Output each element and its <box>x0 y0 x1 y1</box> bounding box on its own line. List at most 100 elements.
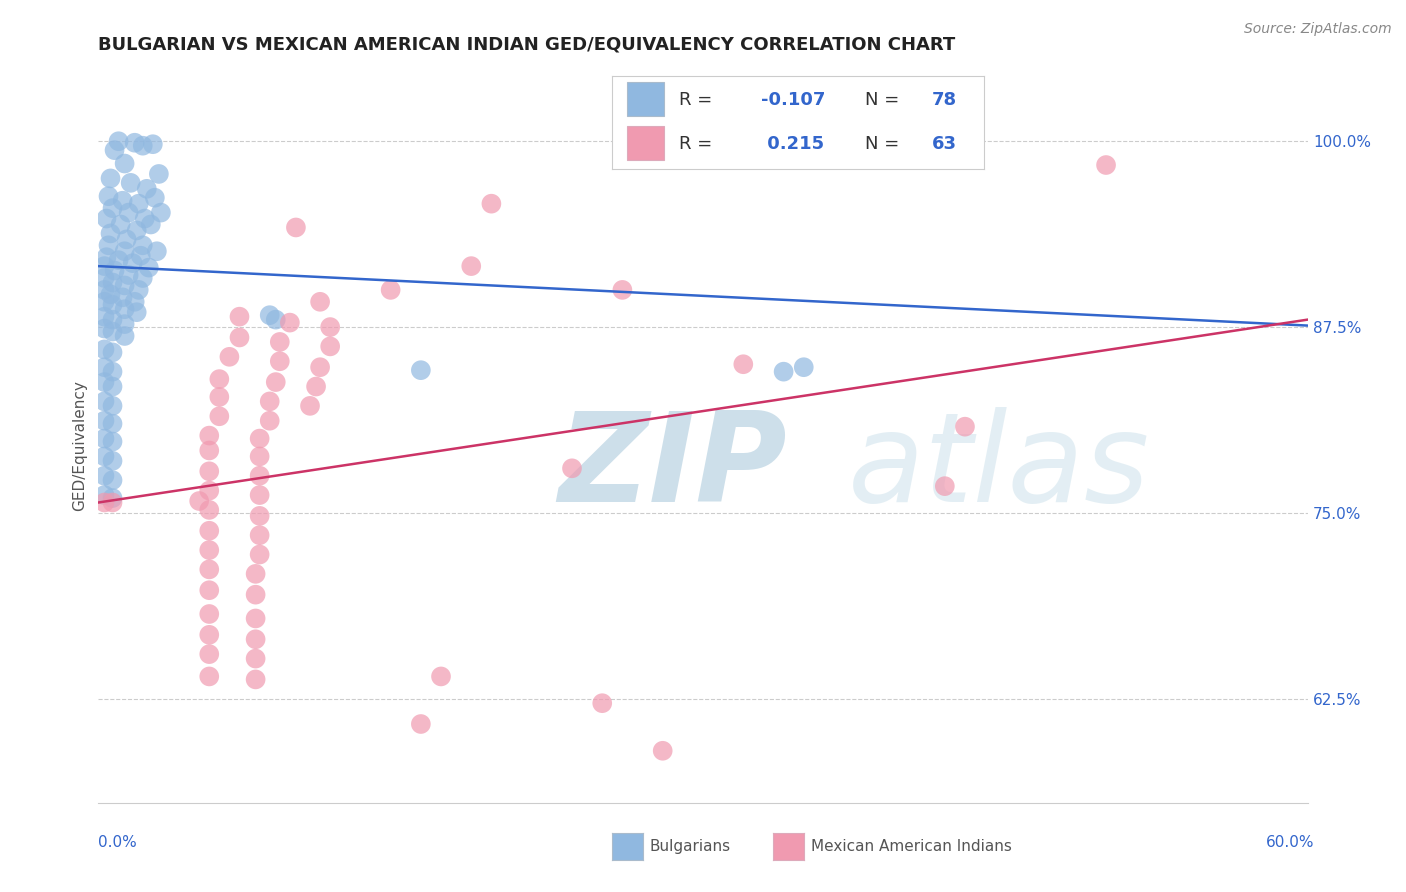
Point <box>305 379 328 393</box>
Point <box>651 744 673 758</box>
Point <box>101 365 124 379</box>
Text: -0.107: -0.107 <box>761 91 825 109</box>
Point <box>319 320 342 334</box>
Point <box>111 194 134 208</box>
Point <box>198 628 221 642</box>
Point <box>249 528 271 542</box>
Point <box>107 134 129 148</box>
Point <box>121 256 143 270</box>
Point <box>772 365 794 379</box>
Point <box>259 308 281 322</box>
Point <box>101 201 124 215</box>
Point <box>101 495 124 509</box>
Point <box>228 310 250 324</box>
Point <box>101 298 124 312</box>
Point <box>259 394 281 409</box>
Text: N =: N = <box>865 91 900 109</box>
Y-axis label: GED/Equivalency: GED/Equivalency <box>72 381 87 511</box>
Point <box>93 360 115 375</box>
Point <box>114 302 136 317</box>
Point <box>228 330 250 344</box>
Point <box>198 443 221 458</box>
Point <box>198 669 221 683</box>
Point <box>245 566 267 581</box>
FancyBboxPatch shape <box>627 82 664 116</box>
Point <box>96 250 118 264</box>
Point <box>143 191 166 205</box>
Point <box>591 696 613 710</box>
Point <box>249 450 271 464</box>
Point <box>101 399 124 413</box>
Point <box>114 156 136 170</box>
Point <box>101 312 124 326</box>
Point <box>198 464 221 478</box>
Text: atlas: atlas <box>848 407 1150 528</box>
Point <box>245 651 267 665</box>
Point <box>146 244 169 259</box>
Point <box>249 508 271 523</box>
Point <box>101 473 124 487</box>
Point <box>135 182 157 196</box>
Point <box>269 334 291 349</box>
Point <box>309 294 332 309</box>
Text: 0.0%: 0.0% <box>98 836 138 850</box>
Point <box>380 283 402 297</box>
Point <box>93 294 115 309</box>
Point <box>460 259 482 273</box>
Point <box>101 434 124 449</box>
Point <box>299 399 322 413</box>
Point <box>245 611 267 625</box>
Point <box>101 325 124 339</box>
Text: BULGARIAN VS MEXICAN AMERICAN INDIAN GED/EQUIVALENCY CORRELATION CHART: BULGARIAN VS MEXICAN AMERICAN INDIAN GED… <box>98 36 956 54</box>
Point <box>93 375 115 389</box>
Point <box>249 488 271 502</box>
Point <box>561 461 583 475</box>
Point <box>114 329 136 343</box>
Point <box>245 632 267 647</box>
Point <box>93 468 115 483</box>
Point <box>198 503 221 517</box>
Point <box>118 205 141 219</box>
Point <box>148 167 170 181</box>
Point <box>269 354 291 368</box>
Point <box>134 211 156 226</box>
Point <box>430 669 453 683</box>
Point <box>118 268 141 282</box>
Text: N =: N = <box>865 136 900 153</box>
Point <box>100 171 122 186</box>
Point <box>93 343 115 357</box>
Point <box>128 196 150 211</box>
Point <box>132 138 155 153</box>
Point <box>114 317 136 331</box>
Point <box>142 137 165 152</box>
Point <box>249 432 271 446</box>
Point <box>97 189 120 203</box>
Point <box>284 220 307 235</box>
Point <box>125 223 148 237</box>
Point <box>120 176 142 190</box>
Point <box>319 339 342 353</box>
Point <box>129 249 152 263</box>
Point <box>101 345 124 359</box>
Point <box>208 372 231 386</box>
Point <box>124 136 146 150</box>
Point <box>249 468 271 483</box>
Text: R =: R = <box>679 91 711 109</box>
Point <box>100 227 122 241</box>
Point <box>93 488 115 502</box>
Point <box>101 379 124 393</box>
Point <box>101 491 124 505</box>
Point <box>107 253 129 268</box>
Point <box>124 294 146 309</box>
Point <box>93 432 115 446</box>
Point <box>138 260 160 275</box>
Point <box>309 360 332 375</box>
Point <box>264 375 287 389</box>
Point <box>114 244 136 259</box>
Point <box>208 409 231 424</box>
Point <box>101 454 124 468</box>
FancyBboxPatch shape <box>627 127 664 160</box>
Point <box>278 316 301 330</box>
Point <box>114 278 136 293</box>
Point <box>245 588 267 602</box>
